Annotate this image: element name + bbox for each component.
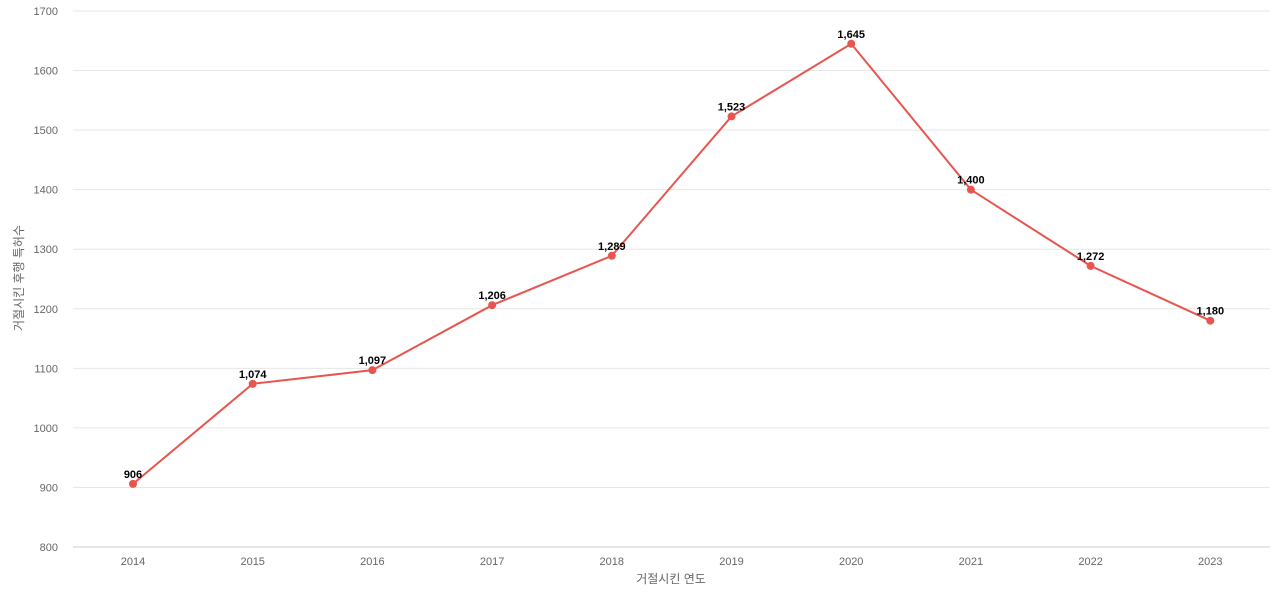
y-tick-label: 1600 (34, 66, 58, 78)
data-label: 1,097 (359, 355, 387, 367)
data-point (129, 479, 137, 488)
x-tick-label: 2014 (121, 556, 145, 568)
x-tick-label: 2017 (480, 556, 504, 568)
x-tick-label: 2020 (839, 556, 863, 568)
y-tick-label: 1000 (34, 423, 58, 435)
x-tick-label: 2023 (1198, 556, 1222, 568)
data-point (368, 366, 377, 375)
x-tick-label: 2021 (959, 556, 983, 568)
y-tick-label: 1300 (34, 244, 58, 256)
x-tick-label: 2019 (719, 556, 743, 568)
y-tick-label: 1100 (34, 363, 58, 375)
gridlines (73, 10, 1270, 488)
data-label: 1,400 (957, 175, 985, 187)
data-point (248, 379, 257, 388)
data-labels: 906 1,074 1,097 1,206 1,289 1,523 1,645 1,400 1,… (124, 29, 1224, 481)
data-points (129, 39, 1215, 488)
x-axis-ticks: 2014 2015 2016 2017 2018 2019 2020 2021 2022 2023 (121, 556, 1223, 568)
x-tick-label: 2015 (240, 556, 264, 568)
x-tick-label: 2016 (360, 556, 384, 568)
x-tick-label: 2018 (600, 556, 624, 568)
data-label: 1,645 (837, 29, 865, 41)
data-label: 1,206 (478, 290, 506, 302)
data-point (1206, 316, 1215, 325)
data-point (727, 112, 736, 121)
y-tick-label: 1200 (34, 304, 58, 316)
data-label: 1,180 (1197, 306, 1225, 318)
y-tick-label: 1500 (34, 125, 58, 137)
y-tick-label: 1700 (34, 6, 58, 18)
data-label: 1,074 (239, 369, 267, 381)
data-label: 1,272 (1077, 251, 1105, 263)
y-tick-label: 800 (40, 542, 58, 554)
data-label: 1,289 (598, 241, 626, 253)
y-axis-title: 거절시킨 후행 특허수 (11, 225, 26, 331)
y-tick-label: 900 (40, 482, 58, 494)
x-axis-title: 거절시킨 연도 (636, 572, 706, 586)
data-point (1086, 261, 1095, 270)
data-label: 906 (124, 469, 142, 481)
data-point (607, 251, 616, 260)
data-point (966, 185, 975, 194)
y-axis-ticks: 800 900 1000 1100 1200 1300 1400 1500 1600 1700 (34, 6, 58, 554)
x-tick-label: 2022 (1078, 556, 1102, 568)
data-point (488, 301, 497, 310)
data-point (847, 39, 856, 48)
y-tick-label: 1400 (34, 185, 58, 197)
series-line (132, 42, 1211, 485)
data-label: 1,523 (718, 101, 746, 113)
